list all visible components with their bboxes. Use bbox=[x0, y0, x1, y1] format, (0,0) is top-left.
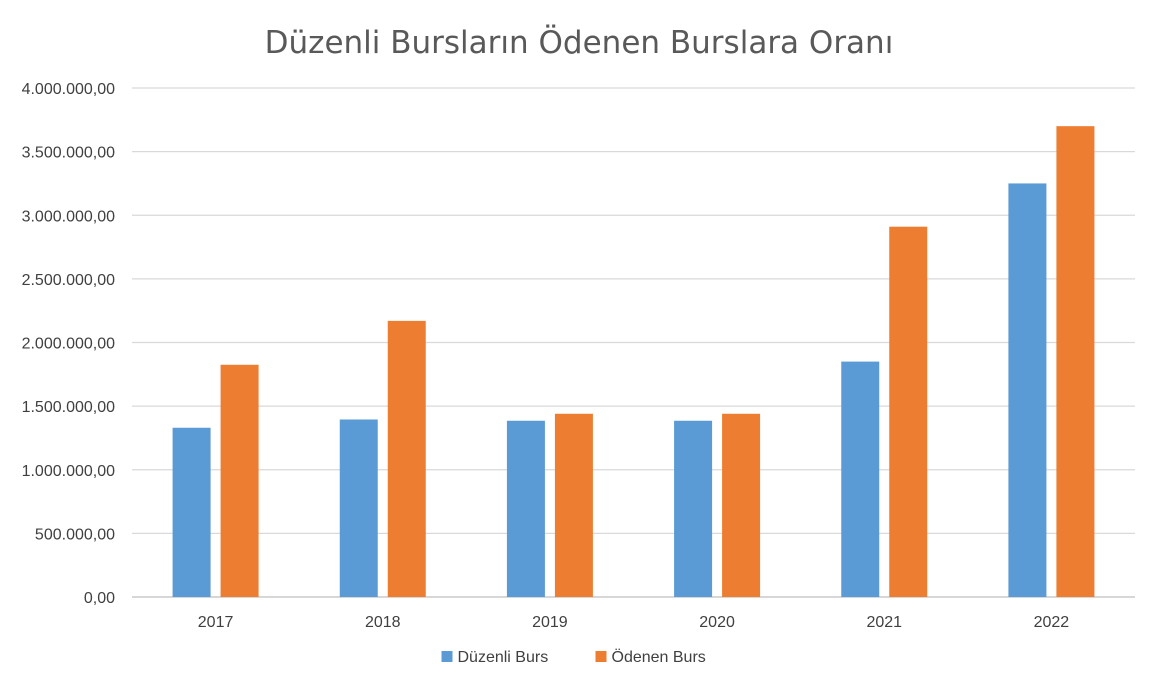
x-tick-label: 2022 bbox=[1034, 614, 1070, 631]
bar-2022-series-2 bbox=[1056, 126, 1095, 598]
legend-label: Ödenen Burs bbox=[612, 648, 706, 666]
bar-2019-series-1 bbox=[506, 420, 545, 597]
y-tick-label: 2.500.000,00 bbox=[22, 272, 116, 289]
bar-2021-series-2 bbox=[889, 226, 928, 597]
y-axis-ticks: 0,00 500.000,00 1.000.000,00 1.500.000,00 2.… bbox=[22, 81, 116, 607]
y-tick-label: 500.000,00 bbox=[35, 526, 115, 543]
legend-label: Düzenli Burs bbox=[458, 649, 549, 666]
x-tick-label: 2019 bbox=[532, 614, 568, 631]
y-tick-label: 2.000.000,00 bbox=[22, 336, 116, 353]
bar-2017-series-1 bbox=[172, 427, 211, 597]
bar-2018-series-2 bbox=[387, 320, 426, 597]
legend: Düzenli Burs Ödenen Burs bbox=[441, 648, 706, 666]
y-tick-label: 1.000.000,00 bbox=[22, 463, 116, 480]
x-tick-label: 2020 bbox=[699, 614, 735, 631]
bar-2019-series-2 bbox=[554, 413, 593, 597]
legend-swatch bbox=[441, 651, 453, 662]
x-axis-ticks: 2017 2018 2019 2020 2021 2022 bbox=[198, 614, 1070, 631]
x-tick-label: 2018 bbox=[365, 614, 401, 631]
bar-2020-series-1 bbox=[674, 420, 713, 597]
chart-title: Düzenli Bursların Ödenen Burslara Oranı bbox=[265, 24, 894, 61]
bar-2021-series-1 bbox=[841, 361, 880, 597]
gridlines bbox=[132, 87, 1135, 598]
y-tick-label: 3.500.000,00 bbox=[22, 145, 116, 162]
bar-2020-series-2 bbox=[722, 413, 761, 597]
x-tick-label: 2017 bbox=[198, 614, 234, 631]
bars bbox=[172, 126, 1095, 598]
y-tick-label: 4.000.000,00 bbox=[22, 81, 116, 98]
y-tick-label: 0,00 bbox=[84, 590, 115, 607]
bar-2022-series-1 bbox=[1008, 183, 1047, 597]
bar-2018-series-1 bbox=[339, 419, 378, 597]
x-tick-label: 2021 bbox=[866, 614, 902, 631]
legend-swatch bbox=[595, 651, 607, 662]
y-tick-label: 3.000.000,00 bbox=[22, 208, 116, 225]
y-tick-label: 1.500.000,00 bbox=[22, 399, 116, 416]
bar-2017-series-2 bbox=[220, 364, 259, 597]
